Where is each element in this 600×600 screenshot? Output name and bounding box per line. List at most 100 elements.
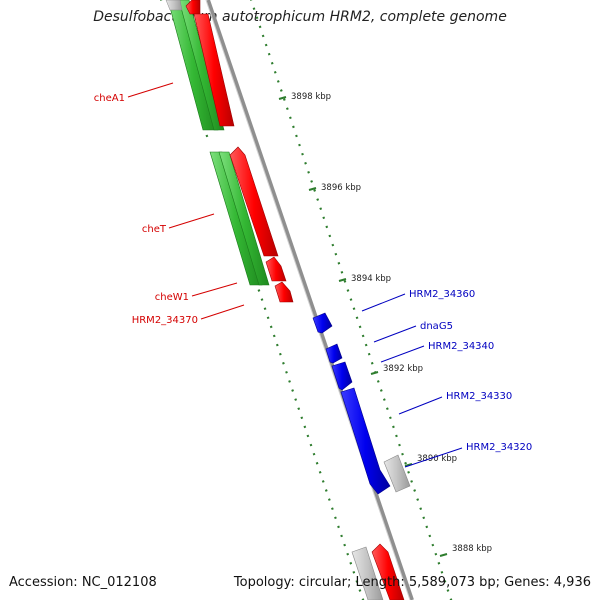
inner-minor-tick [327, 498, 331, 501]
minor-tick [295, 134, 298, 138]
genome-backbone [206, 0, 414, 600]
tick-label-3892: 3892 kbp [383, 364, 423, 374]
label-dnaG5[interactable]: dnaG5 [420, 321, 453, 332]
minor-tick [310, 180, 313, 183]
inner-minor-tick [288, 380, 291, 383]
label-HRM2_34360[interactable]: HRM2_34360 [409, 289, 475, 300]
minor-tick [364, 343, 368, 347]
genome-backbone-highlight [205, 0, 411, 600]
minor-tick [328, 234, 332, 238]
leader-cheT [168, 213, 215, 229]
cds-blue-3 [331, 361, 353, 391]
minor-tick [252, 7, 256, 11]
cds-gray-bottom [351, 546, 384, 600]
inner-minor-tick [346, 552, 350, 556]
minor-tick [346, 289, 350, 292]
minor-tick [419, 507, 423, 511]
leader-HRM2_34360 [361, 293, 406, 312]
minor-tick [428, 534, 432, 538]
minor-tick [404, 461, 407, 465]
label-HRM2_34320[interactable]: HRM2_34320 [466, 442, 532, 453]
minor-tick [349, 298, 353, 301]
inner-minor-tick [321, 480, 325, 483]
inner-minor-tick [297, 407, 301, 411]
minor-tick [255, 16, 259, 20]
minor-tick [316, 198, 320, 201]
inner-minor-tick [352, 570, 356, 574]
accession-text: Accession: NC_012108 [9, 575, 157, 590]
minor-tick [385, 407, 389, 411]
cds-red-1 [193, 13, 235, 127]
minor-tick [325, 225, 329, 229]
label-HRM2_34370[interactable]: HRM2_34370 [132, 315, 198, 326]
minor-tick [270, 61, 274, 65]
cds-red-3 [265, 256, 287, 282]
leader-dnaG5 [373, 325, 417, 343]
minor-tick [431, 543, 435, 547]
cds-green-2b [218, 151, 270, 286]
minor-tick [289, 116, 292, 120]
tick-label-3894: 3894 kbp [351, 274, 391, 284]
cds-gray-1 [383, 454, 411, 493]
minor-tick [322, 216, 326, 220]
cds-red-bottom [371, 543, 405, 600]
major-ticks [278, 96, 448, 557]
cds-red-2 [229, 146, 279, 257]
minor-tick [307, 170, 310, 174]
minor-tick [355, 316, 359, 320]
inner-minor-tick [260, 298, 264, 301]
minor-tick [413, 489, 417, 492]
label-HRM2_34330[interactable]: HRM2_34330 [446, 391, 512, 402]
inner-minor-tick [324, 489, 328, 492]
label-cheA1[interactable]: cheA1 [94, 93, 125, 104]
inner-minor-tick [257, 289, 261, 292]
inner-minor-tick [331, 507, 334, 511]
label-cheT[interactable]: cheT [142, 224, 167, 235]
cds-gray-top [165, 0, 183, 11]
minor-tick [422, 516, 426, 520]
right-labels: HRM2_34360 dnaG5 HRM2_34340 HRM2_34330 H… [361, 289, 532, 468]
inner-minor-tick [291, 389, 294, 392]
label-cheW1[interactable]: cheW1 [155, 292, 189, 303]
cds-blue-1 [312, 312, 333, 334]
minor-tick [331, 243, 335, 247]
minor-tick [340, 270, 344, 274]
leader-HRM2_34330 [398, 396, 443, 415]
minor-tick [367, 352, 371, 356]
leader-HRM2_34340 [380, 345, 425, 363]
minor-tick [258, 25, 262, 29]
tick-label-3896: 3896 kbp [321, 183, 361, 193]
minor-tick [437, 561, 441, 565]
red-cds-group [185, 0, 405, 600]
minor-tick [392, 425, 395, 429]
cds-red-4 [274, 281, 294, 303]
minor-tick [292, 125, 295, 129]
leader-cheW1 [191, 282, 238, 297]
inner-minor-tick [306, 434, 310, 438]
inner-minor-tick [294, 398, 298, 401]
label-HRM2_34340[interactable]: HRM2_34340 [428, 341, 494, 352]
minor-tick [267, 52, 271, 56]
minor-tick [389, 416, 392, 420]
minor-tick [285, 107, 289, 111]
inner-minor-tick [205, 134, 209, 138]
minor-tick [304, 161, 307, 165]
inner-minor-tick [266, 316, 270, 320]
minor-tick [398, 443, 401, 447]
minor-tick [376, 380, 380, 383]
minor-tick [382, 398, 386, 401]
minor-tick [416, 498, 420, 501]
minor-tick [319, 207, 323, 211]
inner-minor-tick [312, 452, 316, 456]
genome-summary-text: Topology: circular; Length: 5,589,073 bp… [233, 575, 591, 590]
minor-tick [395, 434, 398, 438]
cds-green-1b [178, 0, 225, 131]
minor-tick [379, 389, 383, 392]
inner-minor-tick [263, 307, 267, 311]
minor-tick [434, 552, 438, 556]
inner-minor-tick [303, 425, 307, 429]
minor-tick [264, 43, 268, 47]
minor-tick [261, 34, 265, 38]
minor-tick [337, 261, 341, 265]
minor-tick [446, 589, 450, 592]
